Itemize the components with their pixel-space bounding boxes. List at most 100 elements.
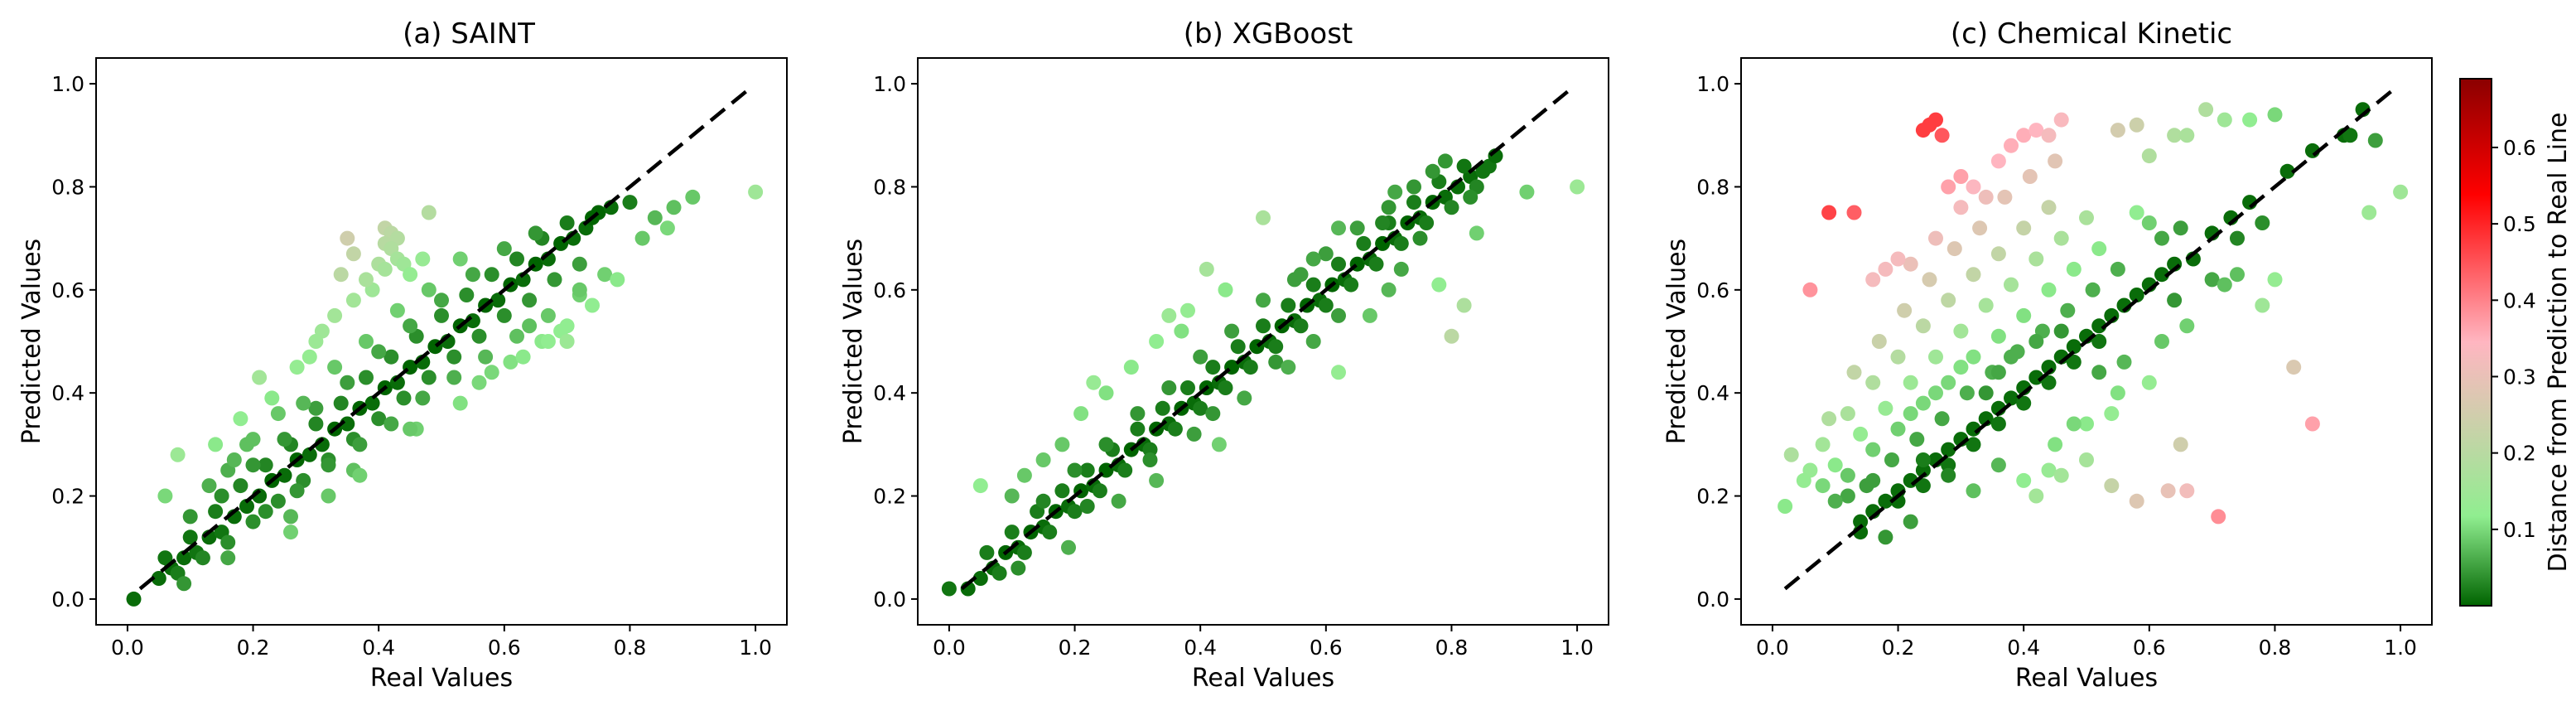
data-point (2091, 241, 2107, 257)
data-point (1218, 380, 1233, 395)
data-point (403, 318, 418, 334)
data-point (503, 354, 519, 370)
data-point (1256, 210, 1271, 225)
data-point (1155, 400, 1170, 416)
data-point (1054, 437, 1070, 452)
data-point (1318, 246, 1334, 262)
reference-line (960, 87, 1572, 591)
data-point (1242, 360, 1258, 375)
data-point (1909, 432, 1925, 447)
data-point (2066, 261, 2082, 277)
data-point (1934, 128, 1950, 143)
data-point (1570, 179, 1585, 195)
data-point (1349, 220, 1365, 236)
data-point (1130, 406, 1146, 422)
data-point (214, 488, 229, 504)
data-point (515, 349, 531, 365)
reference-line (1783, 87, 2395, 591)
y-axis-label: Predicted Values (17, 239, 46, 444)
data-point (1011, 560, 1026, 576)
data-point (2141, 148, 2157, 164)
data-point (421, 205, 437, 220)
data-point (1972, 220, 1988, 236)
data-point (540, 334, 556, 349)
data-point (327, 307, 343, 323)
data-point (2004, 390, 2019, 406)
data-point (2242, 112, 2258, 128)
data-point (1928, 112, 1943, 128)
data-point (1412, 230, 1428, 246)
data-point (2104, 478, 2120, 494)
data-point (2016, 472, 2032, 488)
data-point (1915, 478, 1931, 494)
data-point (182, 530, 198, 545)
colorbar-tick-label: 0.4 (2503, 288, 2536, 312)
data-point (1142, 442, 1158, 457)
data-point (1425, 163, 1440, 179)
data-point (233, 478, 248, 494)
data-point (2004, 349, 2019, 365)
data-point (2016, 307, 2032, 323)
data-point (1061, 539, 1076, 555)
data-point (1230, 339, 1246, 355)
data-point (1953, 200, 1969, 215)
data-point (1878, 400, 1893, 416)
data-point (2173, 437, 2188, 452)
data-point (245, 457, 261, 473)
data-point (403, 267, 418, 283)
data-point (371, 344, 387, 360)
data-point (1211, 437, 1227, 452)
data-point (239, 499, 254, 514)
data-point (1934, 411, 1950, 427)
data-point (1431, 277, 1447, 293)
data-point (2016, 128, 2032, 143)
data-point (1890, 349, 1906, 365)
data-point (1331, 307, 1346, 323)
data-point (1362, 307, 1377, 323)
x-tick-label: 0.4 (1184, 636, 1217, 660)
data-point (2129, 493, 2144, 509)
data-point (459, 288, 475, 302)
data-point (2041, 128, 2057, 143)
data-point (2154, 267, 2169, 283)
data-point (1978, 189, 1994, 205)
data-point (1941, 457, 1956, 473)
y-axis-label: Predicted Values (1662, 239, 1691, 444)
data-point (289, 483, 305, 499)
data-point (647, 210, 663, 225)
data-point (1205, 406, 1221, 422)
data-point (1928, 349, 1943, 365)
data-point (1953, 169, 1969, 184)
data-point (126, 591, 142, 607)
data-point (1237, 390, 1252, 406)
data-point (208, 437, 224, 452)
data-point (1941, 442, 1956, 457)
data-point (2179, 483, 2195, 499)
data-point (195, 550, 210, 566)
data-point (1117, 462, 1133, 478)
data-point (2304, 416, 2320, 432)
data-point (157, 550, 173, 566)
data-point (1079, 462, 1095, 478)
data-point (296, 395, 311, 411)
data-point (2004, 138, 2019, 153)
data-point (1815, 437, 1831, 452)
data-point (176, 576, 192, 592)
data-point (1343, 277, 1359, 293)
panel-title: (a) SAINT (403, 17, 535, 51)
data-point (2041, 375, 2057, 390)
data-point (396, 390, 412, 406)
data-point (345, 246, 361, 262)
colorbar: 0.1 0.2 0.3 0.4 0.5 0.6 Distance from Predict… (2459, 78, 2573, 607)
data-point (283, 525, 298, 540)
data-point (1865, 272, 1881, 288)
data-point (2129, 288, 2144, 302)
data-point (340, 416, 355, 432)
data-point (1193, 349, 1208, 365)
scatter-marks (1778, 87, 2409, 591)
data-point (2116, 354, 2132, 370)
data-point (1922, 272, 1937, 288)
data-point (2204, 272, 2220, 288)
data-point (522, 293, 538, 308)
data-point (170, 447, 186, 462)
